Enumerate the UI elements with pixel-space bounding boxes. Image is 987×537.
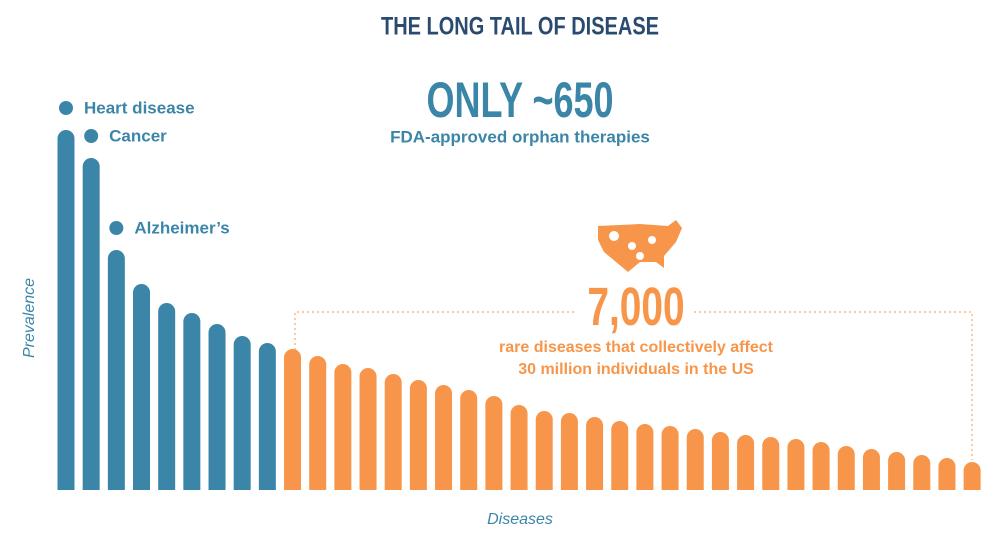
annotation: Alzheimer’s bbox=[134, 218, 229, 237]
bracket bbox=[694, 311, 973, 460]
bracket bbox=[294, 311, 576, 350]
annotation-icon bbox=[84, 129, 99, 143]
bar bbox=[560, 413, 578, 490]
callout-line: 30 million individuals in the US bbox=[518, 361, 754, 378]
bar bbox=[284, 349, 302, 490]
bar bbox=[586, 417, 604, 490]
bar bbox=[309, 356, 327, 490]
bar bbox=[435, 385, 453, 490]
bar bbox=[208, 324, 226, 490]
bar bbox=[107, 250, 125, 490]
annotation: Cancer bbox=[109, 126, 167, 145]
callout: 7,000 bbox=[587, 276, 684, 337]
x-axis-label: Diseases bbox=[487, 511, 553, 528]
bar bbox=[183, 313, 201, 490]
headline-sub: FDA-approved orphan therapies bbox=[390, 127, 650, 146]
bar bbox=[460, 390, 478, 490]
bar bbox=[862, 449, 880, 490]
bar bbox=[686, 429, 704, 490]
bar bbox=[888, 452, 906, 490]
bar bbox=[787, 439, 805, 490]
us-map-icon bbox=[598, 220, 682, 272]
bar bbox=[485, 396, 503, 490]
bar bbox=[233, 336, 251, 490]
bar bbox=[334, 364, 352, 490]
bar bbox=[535, 411, 553, 490]
bar bbox=[661, 426, 679, 490]
bar bbox=[158, 303, 176, 490]
bar bbox=[133, 284, 151, 490]
bar bbox=[737, 435, 755, 490]
callout-line: rare diseases that collectively affect bbox=[499, 339, 774, 356]
bar bbox=[711, 432, 729, 490]
annotation-icon bbox=[59, 101, 73, 115]
bar bbox=[258, 343, 276, 490]
annotation: Heart disease bbox=[84, 98, 195, 117]
bar bbox=[359, 368, 377, 490]
bar bbox=[762, 437, 780, 490]
chart-title: THE LONG TAIL OF DISEASE bbox=[381, 13, 659, 41]
bar bbox=[963, 462, 981, 490]
bar bbox=[409, 380, 427, 490]
bar bbox=[913, 455, 931, 490]
bar bbox=[636, 424, 654, 490]
bar bbox=[837, 446, 855, 490]
bar bbox=[384, 374, 402, 490]
headline: ONLY ~650 bbox=[426, 74, 613, 129]
bar bbox=[938, 458, 956, 490]
bar bbox=[812, 442, 830, 490]
bar bbox=[82, 158, 100, 490]
bar bbox=[510, 405, 528, 490]
bar bbox=[57, 130, 75, 490]
annotation-icon bbox=[109, 221, 124, 235]
y-axis-label: Prevalence bbox=[21, 278, 38, 358]
bar bbox=[611, 421, 629, 490]
